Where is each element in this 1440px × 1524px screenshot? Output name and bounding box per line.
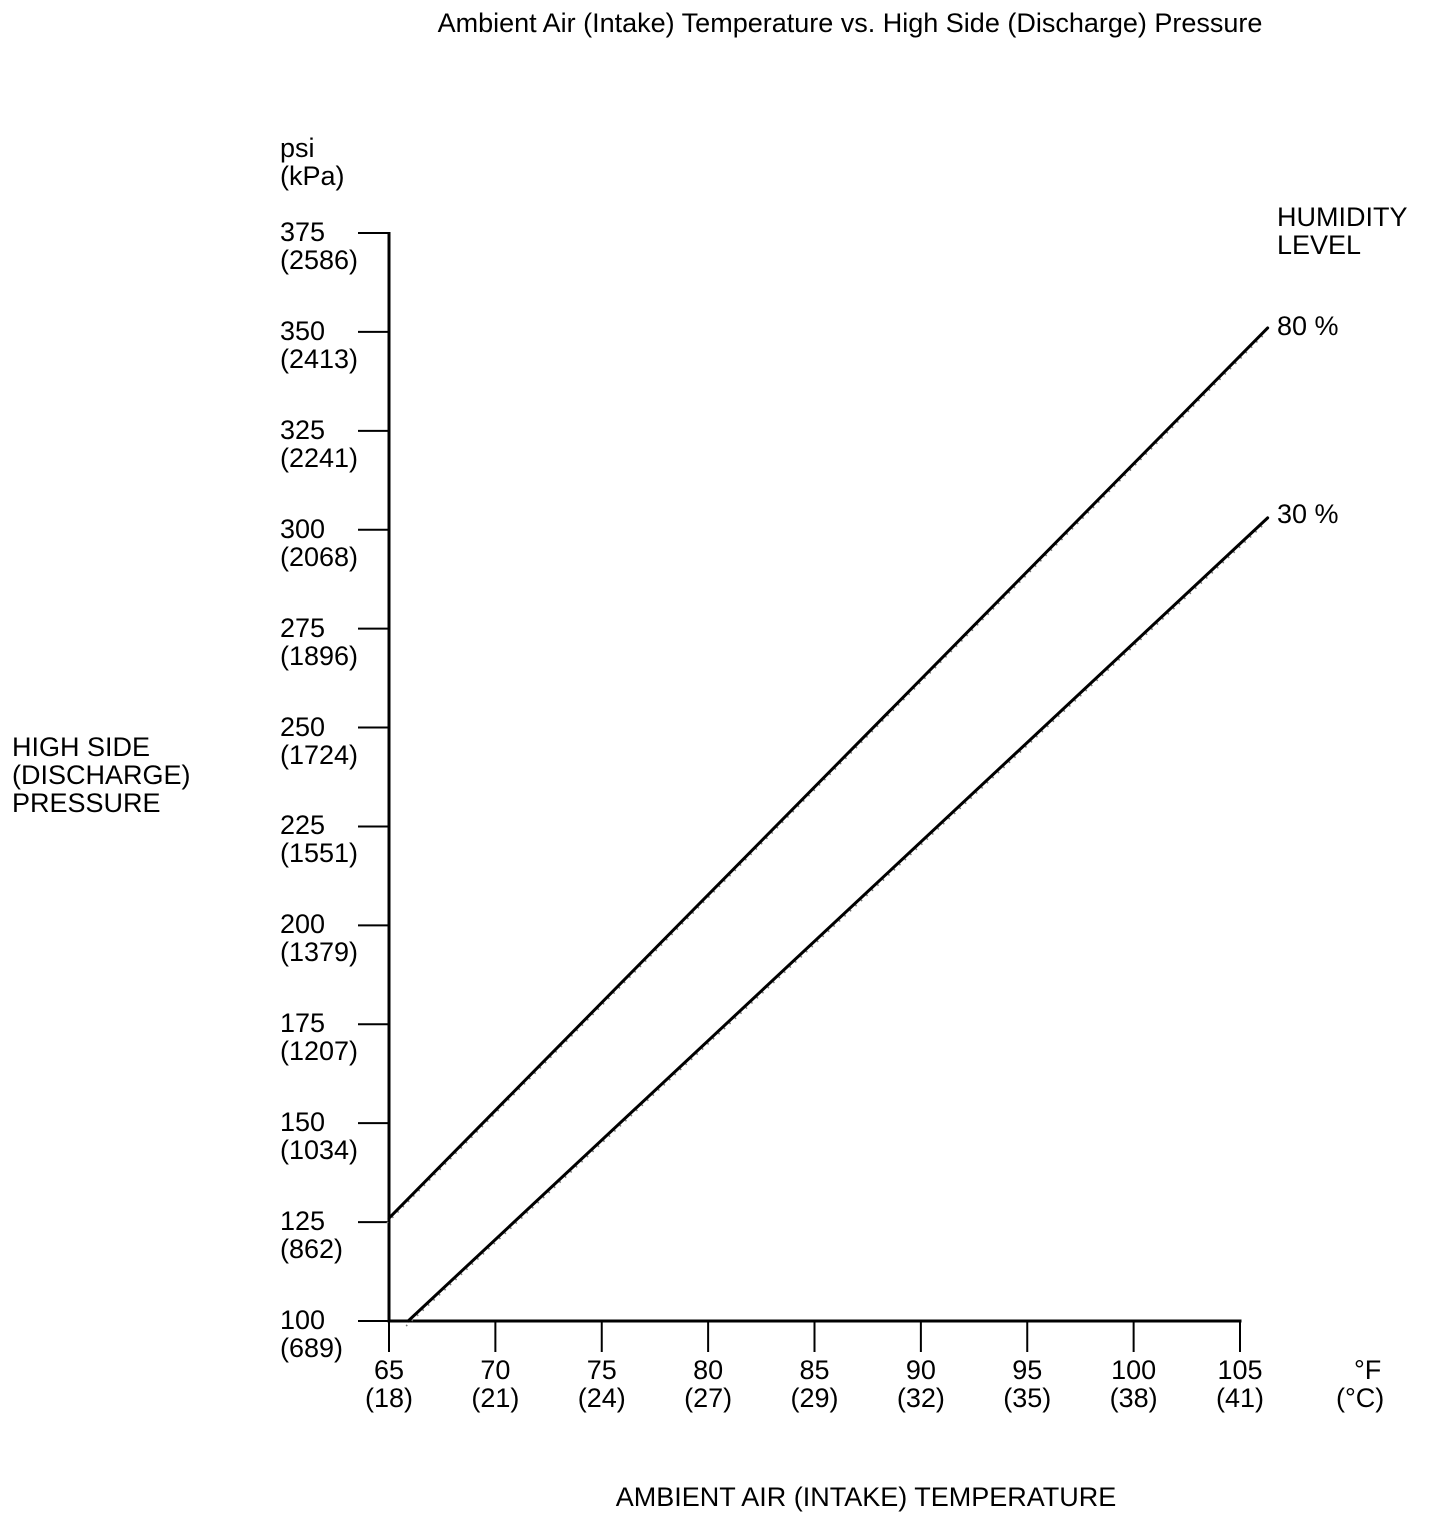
y-axis-unit-psi: psi — [280, 133, 315, 163]
series-scan-shadow-80 — [386, 332, 1267, 1224]
x-axis-unit-f: °F — [1354, 1355, 1382, 1385]
x-tick-label: 70 (21) — [471, 1355, 520, 1413]
y-tick-label: 100 (689) — [280, 1305, 344, 1363]
x-tick-label: 80 (27) — [684, 1355, 733, 1413]
x-axis-title: AMBIENT AIR (INTAKE) TEMPERATURE — [615, 1482, 1117, 1512]
y-tick-label: 125 (862) — [280, 1206, 344, 1265]
x-tick-label: 95 (35) — [1003, 1355, 1052, 1413]
series-scan-shadow-30 — [405, 522, 1267, 1327]
x-tick-label: 90 (32) — [896, 1355, 945, 1413]
x-axis-unit-c: (°C) — [1336, 1383, 1385, 1413]
x-tick-label: 100 (38) — [1109, 1355, 1158, 1413]
y-tick-label: 225 (1551) — [280, 810, 359, 869]
series-label-30: 30 % — [1277, 499, 1339, 529]
y-axis-unit-label: psi (kPa) — [280, 134, 345, 190]
y-tick-label: 175 (1207) — [280, 1008, 359, 1067]
y-axis-unit-kpa: (kPa) — [280, 161, 345, 191]
y-tick-label: 375 (2586) — [280, 217, 359, 275]
chart-title: Ambient Air (Intake) Temperature vs. Hig… — [437, 8, 1263, 38]
y-tick-label: 200 (1379) — [280, 909, 359, 968]
y-axis-title: HIGH SIDE (DISCHARGE) PRESSURE — [12, 732, 191, 818]
x-axis-unit-label: °F (°C) — [1336, 1356, 1384, 1412]
y-tick-label: 250 (1724) — [280, 711, 359, 770]
series-line-80 — [387, 326, 1270, 1220]
legend-title: HUMIDITY LEVEL — [1277, 202, 1408, 260]
y-tick-label: 150 (1034) — [280, 1107, 359, 1166]
series-line-30 — [406, 516, 1270, 1323]
x-tick-label: 105 (41) — [1215, 1355, 1265, 1413]
y-tick-label: 350 (2413) — [280, 315, 359, 374]
x-tick-label: 85 (29) — [790, 1355, 839, 1413]
series-label-80: 80 % — [1277, 311, 1339, 341]
y-tick-label: 325 (2241) — [280, 414, 359, 473]
x-tick-label: 75 (24) — [577, 1355, 626, 1413]
y-tick-label: 275 (1896) — [280, 612, 359, 671]
x-tick-label: 65 (18) — [364, 1355, 414, 1413]
y-tick-label: 300 (2068) — [280, 513, 359, 572]
